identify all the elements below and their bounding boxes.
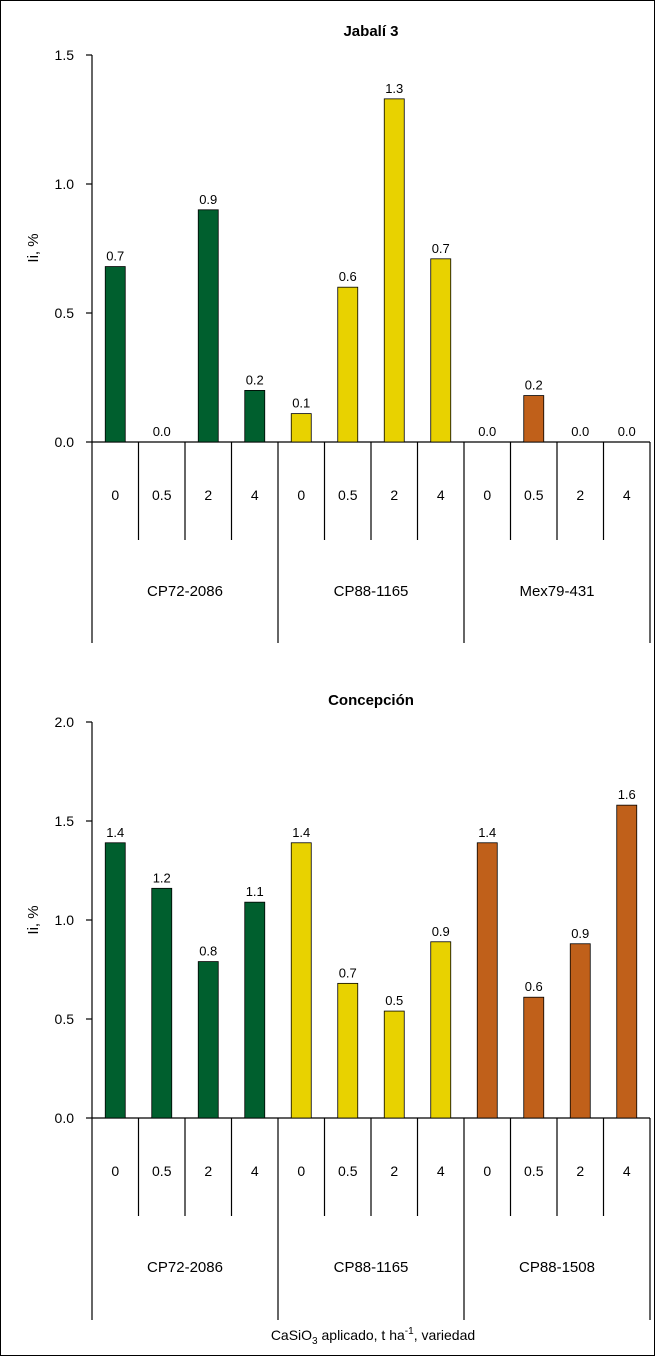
x-tick-label: 4 [251,1163,259,1179]
bar [104,842,126,1119]
data-label: 0.0 [153,424,171,439]
data-label: 0.0 [571,424,589,439]
group-label: CP72-2086 [147,1259,223,1276]
y-axis-label: Ii, % [25,905,42,934]
x-tick-label: 2 [204,487,212,503]
data-label: 0.2 [246,372,264,387]
data-label: 1.4 [478,825,496,840]
data-label: 0.1 [292,396,310,411]
x-tick-label: 2 [576,1163,584,1179]
x-tick-label: 0.5 [338,1163,358,1179]
group-label: CP88-1508 [519,1259,595,1276]
bar [383,1010,405,1119]
x-tick-label: 0 [483,487,491,503]
x-tick-label: 0.5 [524,1163,544,1179]
bar [476,842,498,1119]
bar [290,842,312,1119]
y-tick-label: 1.5 [55,813,75,829]
data-label: 0.6 [525,979,543,994]
group-label: CP88-1165 [334,583,409,600]
data-label: 0.0 [478,424,496,439]
y-tick-label: 0.5 [55,305,75,321]
bar [430,258,452,443]
bar [151,887,173,1119]
data-label: 0.7 [339,965,357,980]
y-axis-label: Ii, % [25,233,42,262]
y-tick-label: 1.5 [55,47,75,63]
x-tick-label: 4 [437,1163,445,1179]
x-tick-label: 4 [623,1163,631,1179]
x-tick-label: 0.5 [338,487,358,503]
bar [616,804,638,1119]
y-tick-label: 0.5 [55,1011,75,1027]
x-tick-label: 2 [390,487,398,503]
x-tick-label: 0 [111,487,119,503]
bar [383,98,405,443]
data-label: 1.1 [246,884,264,899]
x-tick-label: 2 [204,1163,212,1179]
bar [104,266,126,443]
x-tick-label: 4 [437,487,445,503]
chart-panel-concepcion: Concepción 0.0 0.5 1.0 1.5 2.0 Ii, % 1.4 0 1.2 0.5… [25,692,651,1320]
y-tick-label: 0.0 [55,434,75,450]
bar [337,982,359,1119]
x-tick-label: 2 [576,487,584,503]
x-tick-label: 0 [297,487,305,503]
chart-title: Jabalí 3 [343,23,398,40]
data-label: 1.4 [292,825,310,840]
x-tick-label: 4 [623,487,631,503]
y-tick-label: 1.0 [55,176,75,192]
chart-panel-jabali-3: Jabalí 3 0.0 0.5 1.0 1.5 Ii, % 0.7 0 0.0 0.5 0.9 2 0… [25,23,651,643]
data-label: 0.8 [199,944,217,959]
bar [244,901,266,1119]
data-label: 0.9 [571,926,589,941]
bar [197,209,219,443]
x-tick-label: 2 [390,1163,398,1179]
x-tick-label: 0 [483,1163,491,1179]
bar [569,943,591,1119]
data-label: 0.0 [618,424,636,439]
data-label: 0.2 [525,378,543,393]
y-tick-label: 2.0 [55,714,75,730]
x-axis-label: CaSiO3 aplicado, t ha-1, variedad [271,1326,475,1347]
x-tick-label: 0.5 [152,1163,172,1179]
data-label: 1.2 [153,870,171,885]
data-label: 0.9 [199,192,217,207]
x-tick-label: 0 [111,1163,119,1179]
data-label: 1.4 [106,825,124,840]
bar [523,996,545,1119]
data-label: 0.5 [385,993,403,1008]
x-tick-label: 0.5 [152,487,172,503]
x-tick-label: 0 [297,1163,305,1179]
bar [337,286,359,443]
data-label: 0.6 [339,269,357,284]
x-tick-label: 0.5 [524,487,544,503]
group-label: CP88-1165 [334,1259,409,1276]
data-label: 0.7 [432,241,450,256]
group-label: Mex79-431 [519,583,594,600]
y-tick-label: 1.0 [55,912,75,928]
bar [523,395,545,443]
data-label: 1.3 [385,81,403,96]
bar [197,961,219,1119]
bar [244,389,266,443]
data-label: 0.7 [106,249,124,264]
data-label: 0.9 [432,924,450,939]
data-label: 1.6 [618,787,636,802]
chart-title: Concepción [328,692,414,709]
x-tick-label: 4 [251,487,259,503]
y-tick-label: 0.0 [55,1110,75,1126]
group-label: CP72-2086 [147,583,223,600]
bar [290,413,312,443]
bar [430,941,452,1119]
